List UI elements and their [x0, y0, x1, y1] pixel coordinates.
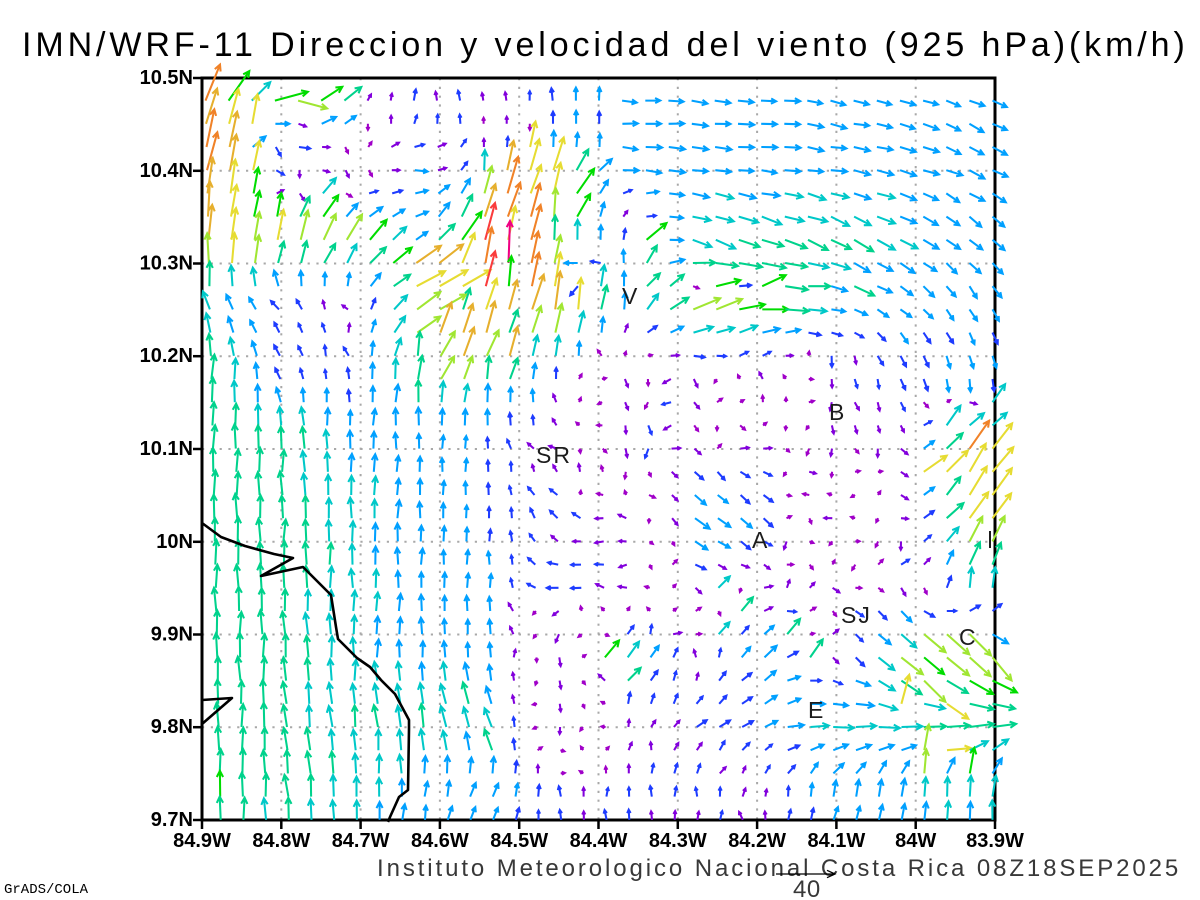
svg-text:10.1N: 10.1N	[140, 438, 193, 460]
svg-text:84.7W: 84.7W	[332, 830, 390, 852]
svg-text:9.9N: 9.9N	[151, 624, 193, 646]
svg-text:V: V	[622, 283, 639, 309]
svg-text:A: A	[752, 527, 769, 553]
svg-text:IMN/WRF-11 Direccion y velocid: IMN/WRF-11 Direccion y velocidad del vie…	[22, 26, 1189, 64]
svg-text:40: 40	[793, 876, 821, 900]
svg-text:9.8N: 9.8N	[151, 716, 193, 738]
svg-text:B: B	[829, 399, 846, 425]
svg-text:10.4N: 10.4N	[140, 160, 193, 182]
svg-text:C: C	[959, 624, 978, 650]
svg-text:GrADS/COLA: GrADS/COLA	[4, 882, 89, 898]
svg-text:84W: 84W	[895, 830, 936, 852]
svg-text:10N: 10N	[156, 531, 193, 553]
svg-text:SJ: SJ	[841, 602, 872, 628]
svg-text:Instituto Meteorologico Nacion: Instituto Meteorologico Nacional Costa R…	[377, 855, 1181, 882]
svg-text:84.9W: 84.9W	[173, 830, 231, 852]
svg-text:84.3W: 84.3W	[649, 830, 707, 852]
svg-text:84.5W: 84.5W	[490, 830, 548, 852]
svg-text:10.5N: 10.5N	[140, 67, 193, 89]
svg-text:9.7N: 9.7N	[151, 809, 193, 831]
svg-text:83.9W: 83.9W	[966, 830, 1024, 852]
svg-text:84.8W: 84.8W	[252, 830, 310, 852]
svg-text:84.4W: 84.4W	[570, 830, 628, 852]
svg-text:10.2N: 10.2N	[140, 345, 193, 367]
svg-text:84.2W: 84.2W	[728, 830, 786, 852]
svg-text:E: E	[808, 697, 825, 723]
svg-text:84.6W: 84.6W	[411, 830, 469, 852]
svg-text:10.3N: 10.3N	[140, 253, 193, 275]
svg-text:SR: SR	[536, 442, 572, 468]
svg-text:84.1W: 84.1W	[807, 830, 865, 852]
